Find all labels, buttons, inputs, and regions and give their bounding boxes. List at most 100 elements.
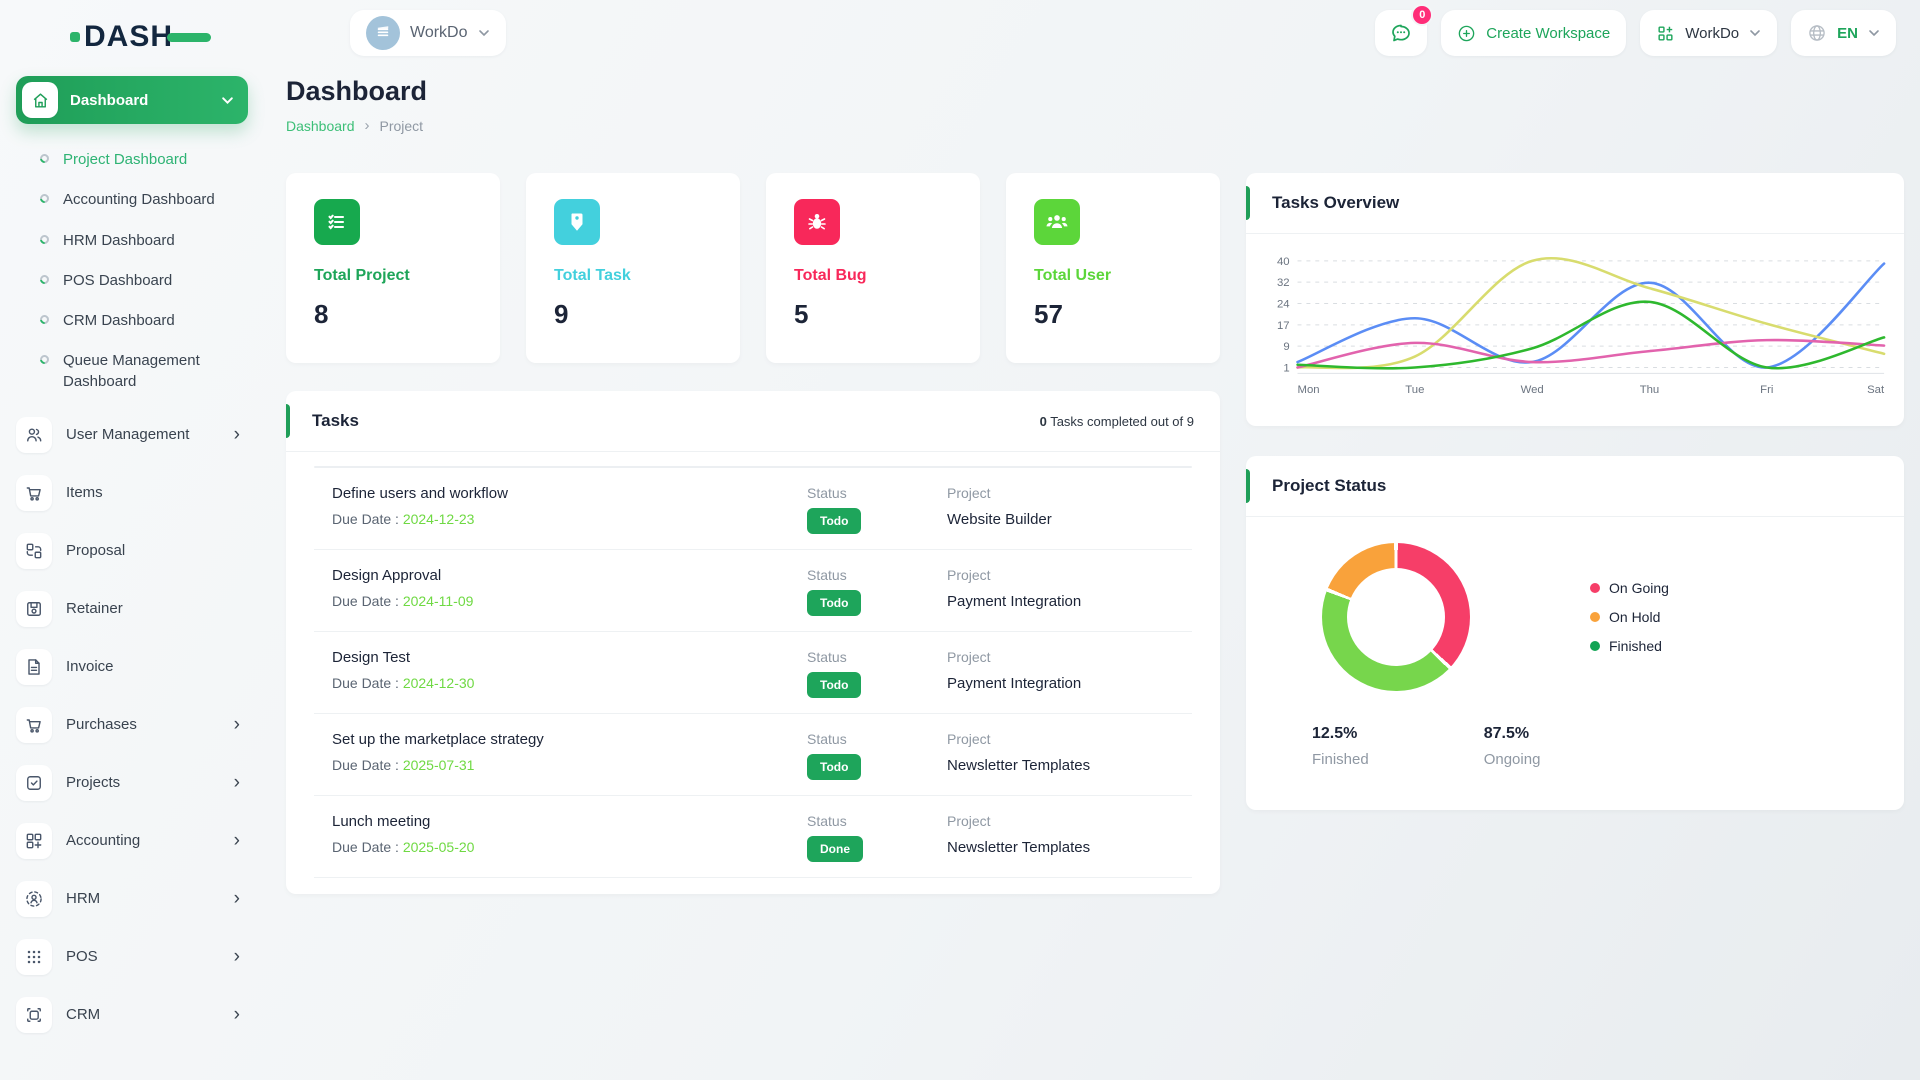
- sidebar-item-user-management[interactable]: User Management ›: [16, 410, 266, 460]
- task-due-date: Due Date : 2025-07-31: [332, 757, 475, 773]
- task-info: Design Test Due Date : 2024-12-30: [314, 649, 807, 691]
- project-status-stats: 12.5% Finished 87.5% Ongoing: [1246, 691, 1904, 768]
- status-column-label: Status: [807, 649, 847, 665]
- chevron-right-icon: ›: [233, 946, 240, 968]
- list-divider: [314, 466, 1192, 468]
- chevron-down-icon: [1750, 30, 1760, 37]
- legend-label: On Going: [1609, 580, 1669, 596]
- legend-dot: [1590, 612, 1600, 622]
- sidebar-item-purchases[interactable]: Purchases ›: [16, 700, 266, 750]
- status-badge[interactable]: Todo: [807, 672, 862, 698]
- status-badge[interactable]: Done: [807, 836, 863, 862]
- project-name: Newsletter Templates: [947, 839, 1091, 856]
- task-due-date: Due Date : 2025-05-20: [332, 839, 475, 855]
- task-info: Design Approval Due Date : 2024-11-09: [314, 567, 807, 609]
- tasks-overview-panel: Tasks Overview 40 32 24 17 9 1 Mon Tue Wed Thu Fri…: [1246, 173, 1904, 426]
- chevron-down-icon: [1869, 30, 1879, 37]
- sidebar-item-pos[interactable]: POS ›: [16, 932, 266, 982]
- cart-icon: [16, 706, 52, 743]
- sidebar-item-label: Purchases: [66, 716, 137, 734]
- stat-cards: Total Project 8 Total Task 9 Total Bug 5…: [286, 173, 1220, 363]
- breadcrumb-current: Project: [379, 117, 424, 134]
- tasks-overview-title: Tasks Overview: [1272, 193, 1400, 212]
- sidebar-subitem-accounting-dashboard[interactable]: Accounting Dashboard: [16, 180, 266, 220]
- sidebar-item-label: Invoice: [66, 658, 114, 676]
- breadcrumb-dashboard-link[interactable]: Dashboard: [286, 117, 355, 134]
- task-row: Set up the marketplace strategy Due Date…: [314, 714, 1192, 796]
- legend-label: On Hold: [1609, 609, 1661, 625]
- task-due-date: Due Date : 2024-12-30: [332, 675, 475, 691]
- workdo-menu[interactable]: WorkDo: [1640, 10, 1778, 56]
- status-column-label: Status: [807, 813, 847, 829]
- status-badge[interactable]: Todo: [807, 590, 862, 616]
- legend-dot: [1590, 641, 1600, 651]
- sidebar-item-items[interactable]: Items: [16, 468, 266, 518]
- sidebar-item-proposal[interactable]: Proposal: [16, 526, 266, 576]
- chevron-right-icon: ›: [233, 888, 240, 910]
- task-status-cell: Status Todo: [807, 485, 947, 534]
- project-column-label: Project: [947, 649, 991, 665]
- sidebar-item-label: User Management: [66, 426, 190, 444]
- task-project-cell: Project Website Builder: [947, 485, 1192, 528]
- sidebar-item-label: HRM: [66, 890, 101, 908]
- sidebar-subitem-crm-dashboard[interactable]: CRM Dashboard: [16, 301, 266, 341]
- sidebar-item-dashboard[interactable]: Dashboard: [16, 76, 248, 124]
- bullet-icon: [38, 152, 51, 165]
- app-logo[interactable]: DASH: [70, 20, 212, 54]
- tasks-title: Tasks: [312, 411, 359, 430]
- sidebar-item-label: CRM: [66, 1006, 101, 1024]
- subitem-label: HRM Dashboard: [63, 231, 175, 249]
- sidebar-item-crm[interactable]: CRM ›: [16, 990, 266, 1040]
- sidebar-item-accounting[interactable]: Accounting ›: [16, 816, 266, 866]
- create-workspace-button[interactable]: Create Workspace: [1441, 10, 1627, 56]
- sidebar-subitem-hrm-dashboard[interactable]: HRM Dashboard: [16, 221, 266, 261]
- x-tick-label: Fri: [1760, 384, 1773, 396]
- sidebar-subitem-project-dashboard[interactable]: Project Dashboard: [16, 140, 266, 180]
- chevron-right-icon: ›: [233, 1004, 240, 1026]
- main-content: Dashboard Dashboard › Project Total Proj…: [286, 76, 1904, 1080]
- chevron-right-icon: ›: [233, 830, 240, 852]
- tasks-panel-header: Tasks 0 Tasks completed out of 9: [286, 391, 1220, 452]
- sidebar-subitem-queue-management-dashboard[interactable]: Queue Management Dashboard: [16, 341, 266, 402]
- messages-button[interactable]: 0: [1375, 4, 1434, 56]
- sidebar-item-retainer[interactable]: Retainer: [16, 584, 266, 634]
- y-tick-label: 9: [1283, 341, 1289, 353]
- sidebar-item-hrm[interactable]: HRM ›: [16, 874, 266, 924]
- sidebar-item-projects[interactable]: Projects ›: [16, 758, 266, 808]
- status-column-label: Status: [807, 485, 847, 501]
- task-due-date: Due Date : 2024-11-09: [332, 593, 474, 609]
- status-badge[interactable]: Todo: [807, 508, 862, 534]
- project-status-donut: [1322, 543, 1470, 691]
- top-bar: DASH WorkDo 0 Create Workspace: [0, 0, 1920, 72]
- status-badge[interactable]: Todo: [807, 754, 862, 780]
- chevron-right-icon: ›: [233, 772, 240, 794]
- sidebar-item-label: Retainer: [66, 600, 123, 618]
- logo-mark: [70, 32, 80, 42]
- stat-card-value: 57: [1034, 299, 1063, 329]
- legend-item-finished: Finished: [1590, 638, 1669, 654]
- chevron-down-icon: [478, 30, 489, 37]
- sidebar-subitem-pos-dashboard[interactable]: POS Dashboard: [16, 261, 266, 301]
- cart-icon: [16, 474, 52, 511]
- sidebar-item-label: Proposal: [66, 542, 126, 560]
- task-info: Set up the marketplace strategy Due Date…: [314, 731, 807, 773]
- sidebar-item-invoice[interactable]: Invoice: [16, 642, 266, 692]
- task-project-cell: Project Newsletter Templates: [947, 813, 1192, 856]
- breadcrumb: Dashboard › Project: [286, 117, 1904, 134]
- stat-card-label: Total User: [1034, 267, 1112, 284]
- tasks-completed-count: 0: [1039, 413, 1047, 429]
- language-code: EN: [1837, 24, 1858, 42]
- green-series: [1296, 300, 1886, 370]
- home-icon: [22, 82, 58, 118]
- workspace-selector[interactable]: WorkDo: [350, 10, 506, 56]
- stat-label: Finished: [1312, 751, 1369, 768]
- stat-label: Ongoing: [1483, 751, 1541, 768]
- project-column-label: Project: [947, 567, 991, 583]
- y-tick-label: 32: [1277, 277, 1290, 289]
- task-due-date: Due Date : 2024-12-23: [332, 511, 475, 527]
- language-selector[interactable]: EN: [1791, 10, 1896, 56]
- project-column-label: Project: [947, 485, 991, 501]
- bullet-icon: [38, 232, 51, 246]
- crm-icon: [16, 996, 52, 1033]
- logo-text: DASH: [84, 20, 174, 53]
